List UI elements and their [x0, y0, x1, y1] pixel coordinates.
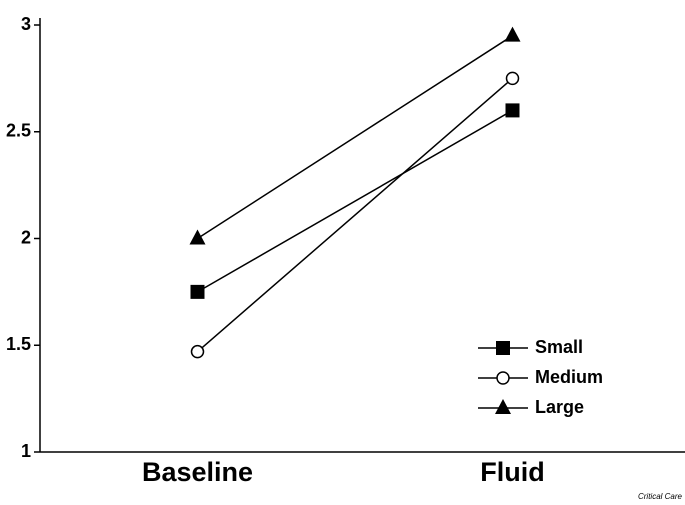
marker — [190, 344, 205, 359]
x-tick-label: Fluid — [480, 457, 544, 487]
series-line — [197, 77, 513, 353]
y-tick-label: 2.5 — [6, 121, 31, 141]
legend-marker — [496, 341, 510, 355]
x-tick-label: Baseline — [142, 457, 253, 487]
legend-label: Medium — [535, 367, 603, 387]
legend-label: Small — [535, 337, 583, 357]
marker — [505, 71, 520, 86]
marker — [190, 284, 205, 299]
source: Critical Care — [638, 492, 683, 501]
y-tick-label: 2 — [21, 227, 31, 247]
y-tick-label: 1 — [21, 441, 31, 461]
series-line — [197, 35, 513, 240]
legend-label: Large — [535, 397, 584, 417]
marker — [189, 229, 206, 245]
y-tick-label: 3 — [21, 14, 31, 34]
marker — [504, 26, 521, 42]
y-tick-label: 1.5 — [6, 334, 31, 354]
legend-marker — [495, 399, 511, 414]
legend-marker — [496, 371, 510, 385]
series-line — [197, 109, 513, 293]
marker — [505, 103, 520, 118]
